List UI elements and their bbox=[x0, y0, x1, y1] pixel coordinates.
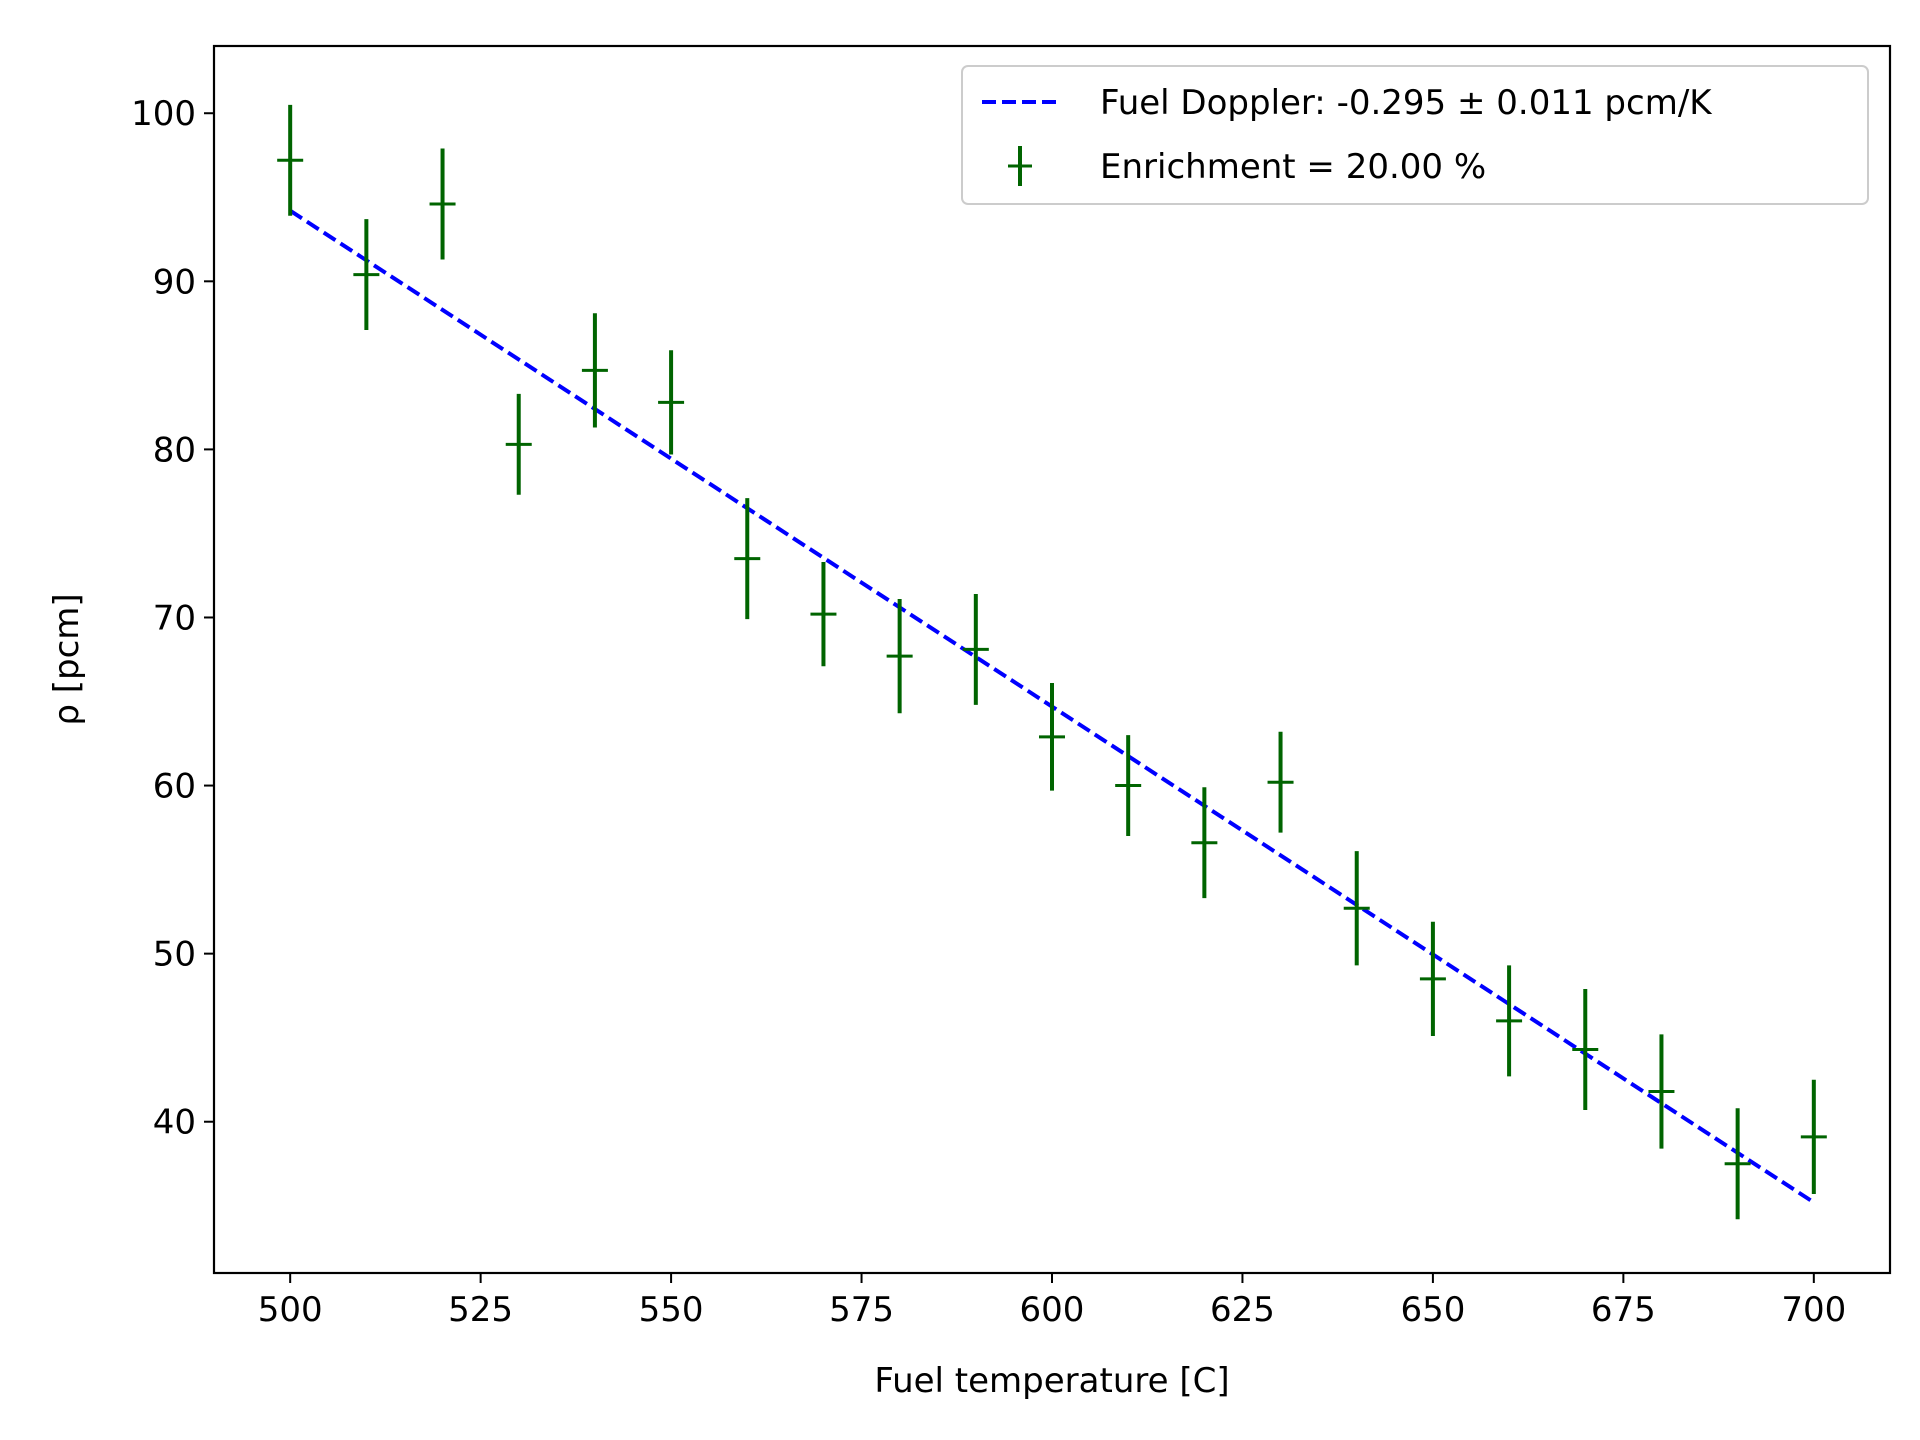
data-point bbox=[353, 219, 380, 331]
data-point bbox=[1572, 988, 1599, 1110]
x-tick-label: 575 bbox=[829, 1290, 894, 1330]
data-point bbox=[1343, 851, 1370, 966]
y-tick-label: 100 bbox=[131, 94, 196, 134]
data-point bbox=[1648, 1034, 1675, 1149]
y-tick-label: 70 bbox=[153, 598, 196, 638]
y-tick-label: 40 bbox=[153, 1103, 196, 1143]
data-point bbox=[1724, 1108, 1751, 1220]
x-tick-label: 600 bbox=[1020, 1290, 1085, 1330]
x-tick-label: 525 bbox=[448, 1290, 513, 1330]
legend-errorbar-label: Enrichment = 20.00 % bbox=[1100, 147, 1486, 187]
y-tick-label: 60 bbox=[153, 767, 196, 807]
data-point bbox=[277, 104, 304, 216]
data-point bbox=[1800, 1079, 1827, 1195]
data-point bbox=[734, 498, 761, 620]
data-point bbox=[429, 148, 456, 260]
data-point bbox=[658, 350, 685, 455]
data-point bbox=[810, 562, 837, 667]
x-tick-label: 500 bbox=[258, 1290, 323, 1330]
y-tick-label: 80 bbox=[153, 430, 196, 470]
legend: Fuel Doppler: -0.295 ± 0.011 pcm/K Enrich… bbox=[961, 65, 1869, 205]
data-point bbox=[1496, 965, 1523, 1077]
data-point bbox=[1191, 787, 1218, 899]
x-tick-label: 675 bbox=[1591, 1290, 1656, 1330]
legend-box bbox=[961, 65, 1869, 205]
data-point bbox=[886, 598, 913, 714]
plot-area bbox=[277, 104, 1827, 1220]
data-point bbox=[581, 313, 608, 428]
y-axis-label: ρ [pcm] bbox=[47, 593, 87, 725]
data-point bbox=[505, 393, 532, 495]
y-tick-label: 50 bbox=[153, 935, 196, 975]
x-axis-label: Fuel temperature [C] bbox=[874, 1361, 1229, 1401]
y-tick-label: 90 bbox=[153, 262, 196, 302]
x-tick-label: 650 bbox=[1400, 1290, 1465, 1330]
x-tick-label: 550 bbox=[639, 1290, 704, 1330]
data-point bbox=[1039, 683, 1065, 791]
data-point bbox=[1419, 921, 1446, 1037]
legend-fit-label: Fuel Doppler: -0.295 ± 0.011 pcm/K bbox=[1100, 83, 1713, 123]
x-tick-label: 700 bbox=[1781, 1290, 1846, 1330]
data-point bbox=[1267, 731, 1294, 833]
data-point bbox=[962, 593, 989, 705]
axes: 500 525 550 575 600 625 650 675 700 40 50 60 70 80 90 1… bbox=[131, 44, 1892, 1330]
x-tick-label: 625 bbox=[1210, 1290, 1275, 1330]
data-point bbox=[1115, 735, 1142, 836]
